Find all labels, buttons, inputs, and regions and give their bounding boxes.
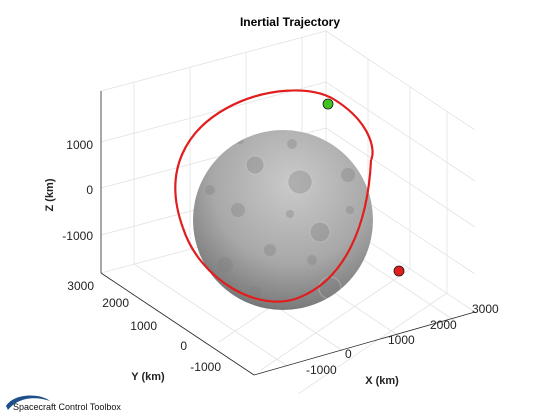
toolbox-logo <box>6 395 50 410</box>
end-marker <box>393 265 405 277</box>
y-axis-label: Y (km) <box>131 371 165 383</box>
x-tick-label: 3000 <box>472 302 499 316</box>
start-marker <box>322 98 334 110</box>
x-tick-label: 1000 <box>388 333 415 347</box>
toolbox-brand-text: Spacecraft Control Toolbox <box>13 402 121 412</box>
moon-surface <box>193 130 373 310</box>
y-tick-label: 3000 <box>67 279 94 293</box>
logo-swoosh-icon <box>6 395 50 410</box>
y-ticks: 3000 2000 1000 0 -1000 <box>67 279 221 374</box>
y-tick-label: 2000 <box>102 296 129 310</box>
orbit-trajectory-back <box>174 89 374 229</box>
y-tick-label: 0 <box>180 339 187 353</box>
y-tick-label: -1000 <box>190 360 221 374</box>
z-tick-label: 1000 <box>66 138 93 152</box>
axes-box <box>100 91 476 376</box>
x-tick-label: 2000 <box>430 318 457 332</box>
orbit-trajectory-front <box>181 159 373 303</box>
z-tick-label: 0 <box>86 183 93 197</box>
x-tick-label: 0 <box>345 347 352 361</box>
z-ticks: 1000 0 -1000 <box>62 138 93 243</box>
chart-title: Inertial Trajectory <box>240 15 340 29</box>
x-ticks: -1000 0 1000 2000 3000 <box>306 302 499 377</box>
y-tick-label: 1000 <box>130 319 157 333</box>
z-axis-label: Z (km) <box>44 178 56 211</box>
x-tick-label: -1000 <box>306 363 337 377</box>
x-axis-label: X (km) <box>365 375 399 387</box>
z-tick-label: -1000 <box>62 229 93 243</box>
